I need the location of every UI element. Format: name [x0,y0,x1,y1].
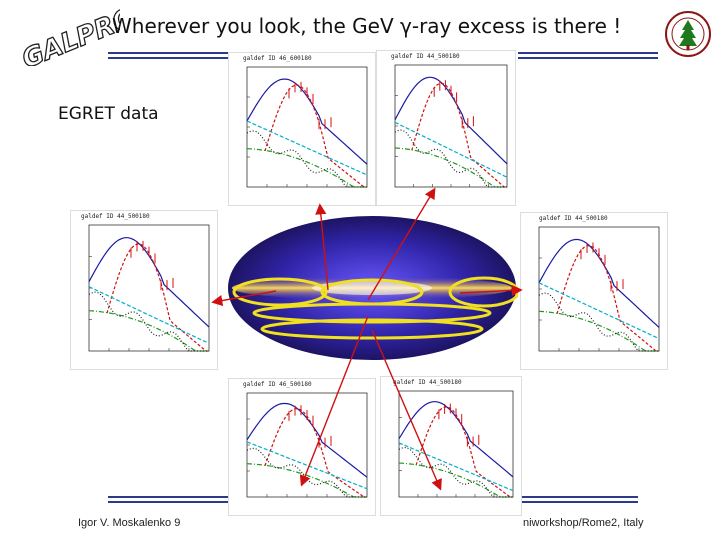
pi0-component-curve [411,82,507,188]
ics-component-curve [398,442,514,492]
ics-component-curve [246,441,368,490]
plot-frame [398,390,514,498]
other-component-curve [394,129,507,188]
stanford-seal-icon [664,8,712,60]
footer-venue: niworkshop/Rome2, Italy [523,517,644,529]
bremss-component-curve [398,462,513,498]
bremss-component-curve [88,310,209,352]
panel-label: galdef ID 46_500180 [243,381,312,388]
title-rule-right [518,52,658,54]
footer-rule-left-2 [108,501,228,503]
footer-rule-right [518,496,638,498]
ics-component-curve [246,120,368,176]
panel-label: galdef ID 44_500180 [393,379,462,386]
other-component-curve [398,446,513,498]
other-component-curve [246,447,367,498]
pi0-component-curve [415,406,513,498]
spectrum-panel-bottom-right: galdef ID 44_500180 [380,376,522,516]
bremss-component-curve [394,147,507,188]
ics-component-curve [88,286,210,344]
ics-component-curve [538,282,660,340]
ics-component-curve [394,121,508,178]
plot-frame [538,226,660,352]
pi0-component-curve [264,408,367,498]
title-rule-right-2 [518,57,658,59]
spectrum-panel-top-center: galdef ID 46_600180 [228,52,376,206]
pi0-component-curve [106,243,209,352]
title-rule-left-2 [108,57,228,59]
footer-author: Igor V. Moskalenko 9 [78,517,181,529]
bremss-component-curve [246,463,367,498]
slide-title: Wherever you look, the GeV γ-ray excess … [112,14,622,38]
other-component-curve [88,291,209,352]
plot-frame [246,66,368,188]
other-component-curve [538,292,659,352]
plot-frame [88,224,210,352]
title-rule-left [108,52,228,54]
panel-label: galdef ID 46_600180 [243,55,312,62]
footer-rule-left [108,496,228,498]
spectrum-panel-bottom-center: galdef ID 46_500180 [228,378,376,516]
panel-label: galdef ID 44_500180 [81,213,150,220]
spectrum-panel-top-right: galdef ID 44_500180 [376,50,516,206]
panel-label: galdef ID 44_500180 [539,215,608,222]
pi0-component-curve [556,245,659,352]
spectrum-panel-mid-left: galdef ID 44_500180 [70,210,218,370]
pi0-component-curve [264,84,367,188]
spectrum-panel-mid-right: galdef ID 44_500180 [520,212,668,370]
egret-data-label: EGRET data [58,104,159,124]
bremss-component-curve [246,148,367,188]
galactic-sky-map [226,214,520,362]
galprop-logo: GALPROP [8,0,158,75]
panel-label: galdef ID 44_500180 [391,53,460,60]
other-component-curve [246,130,367,188]
svg-text:GALPROP: GALPROP [18,2,120,66]
footer-rule-right-2 [518,501,638,503]
bremss-component-curve [538,310,659,352]
